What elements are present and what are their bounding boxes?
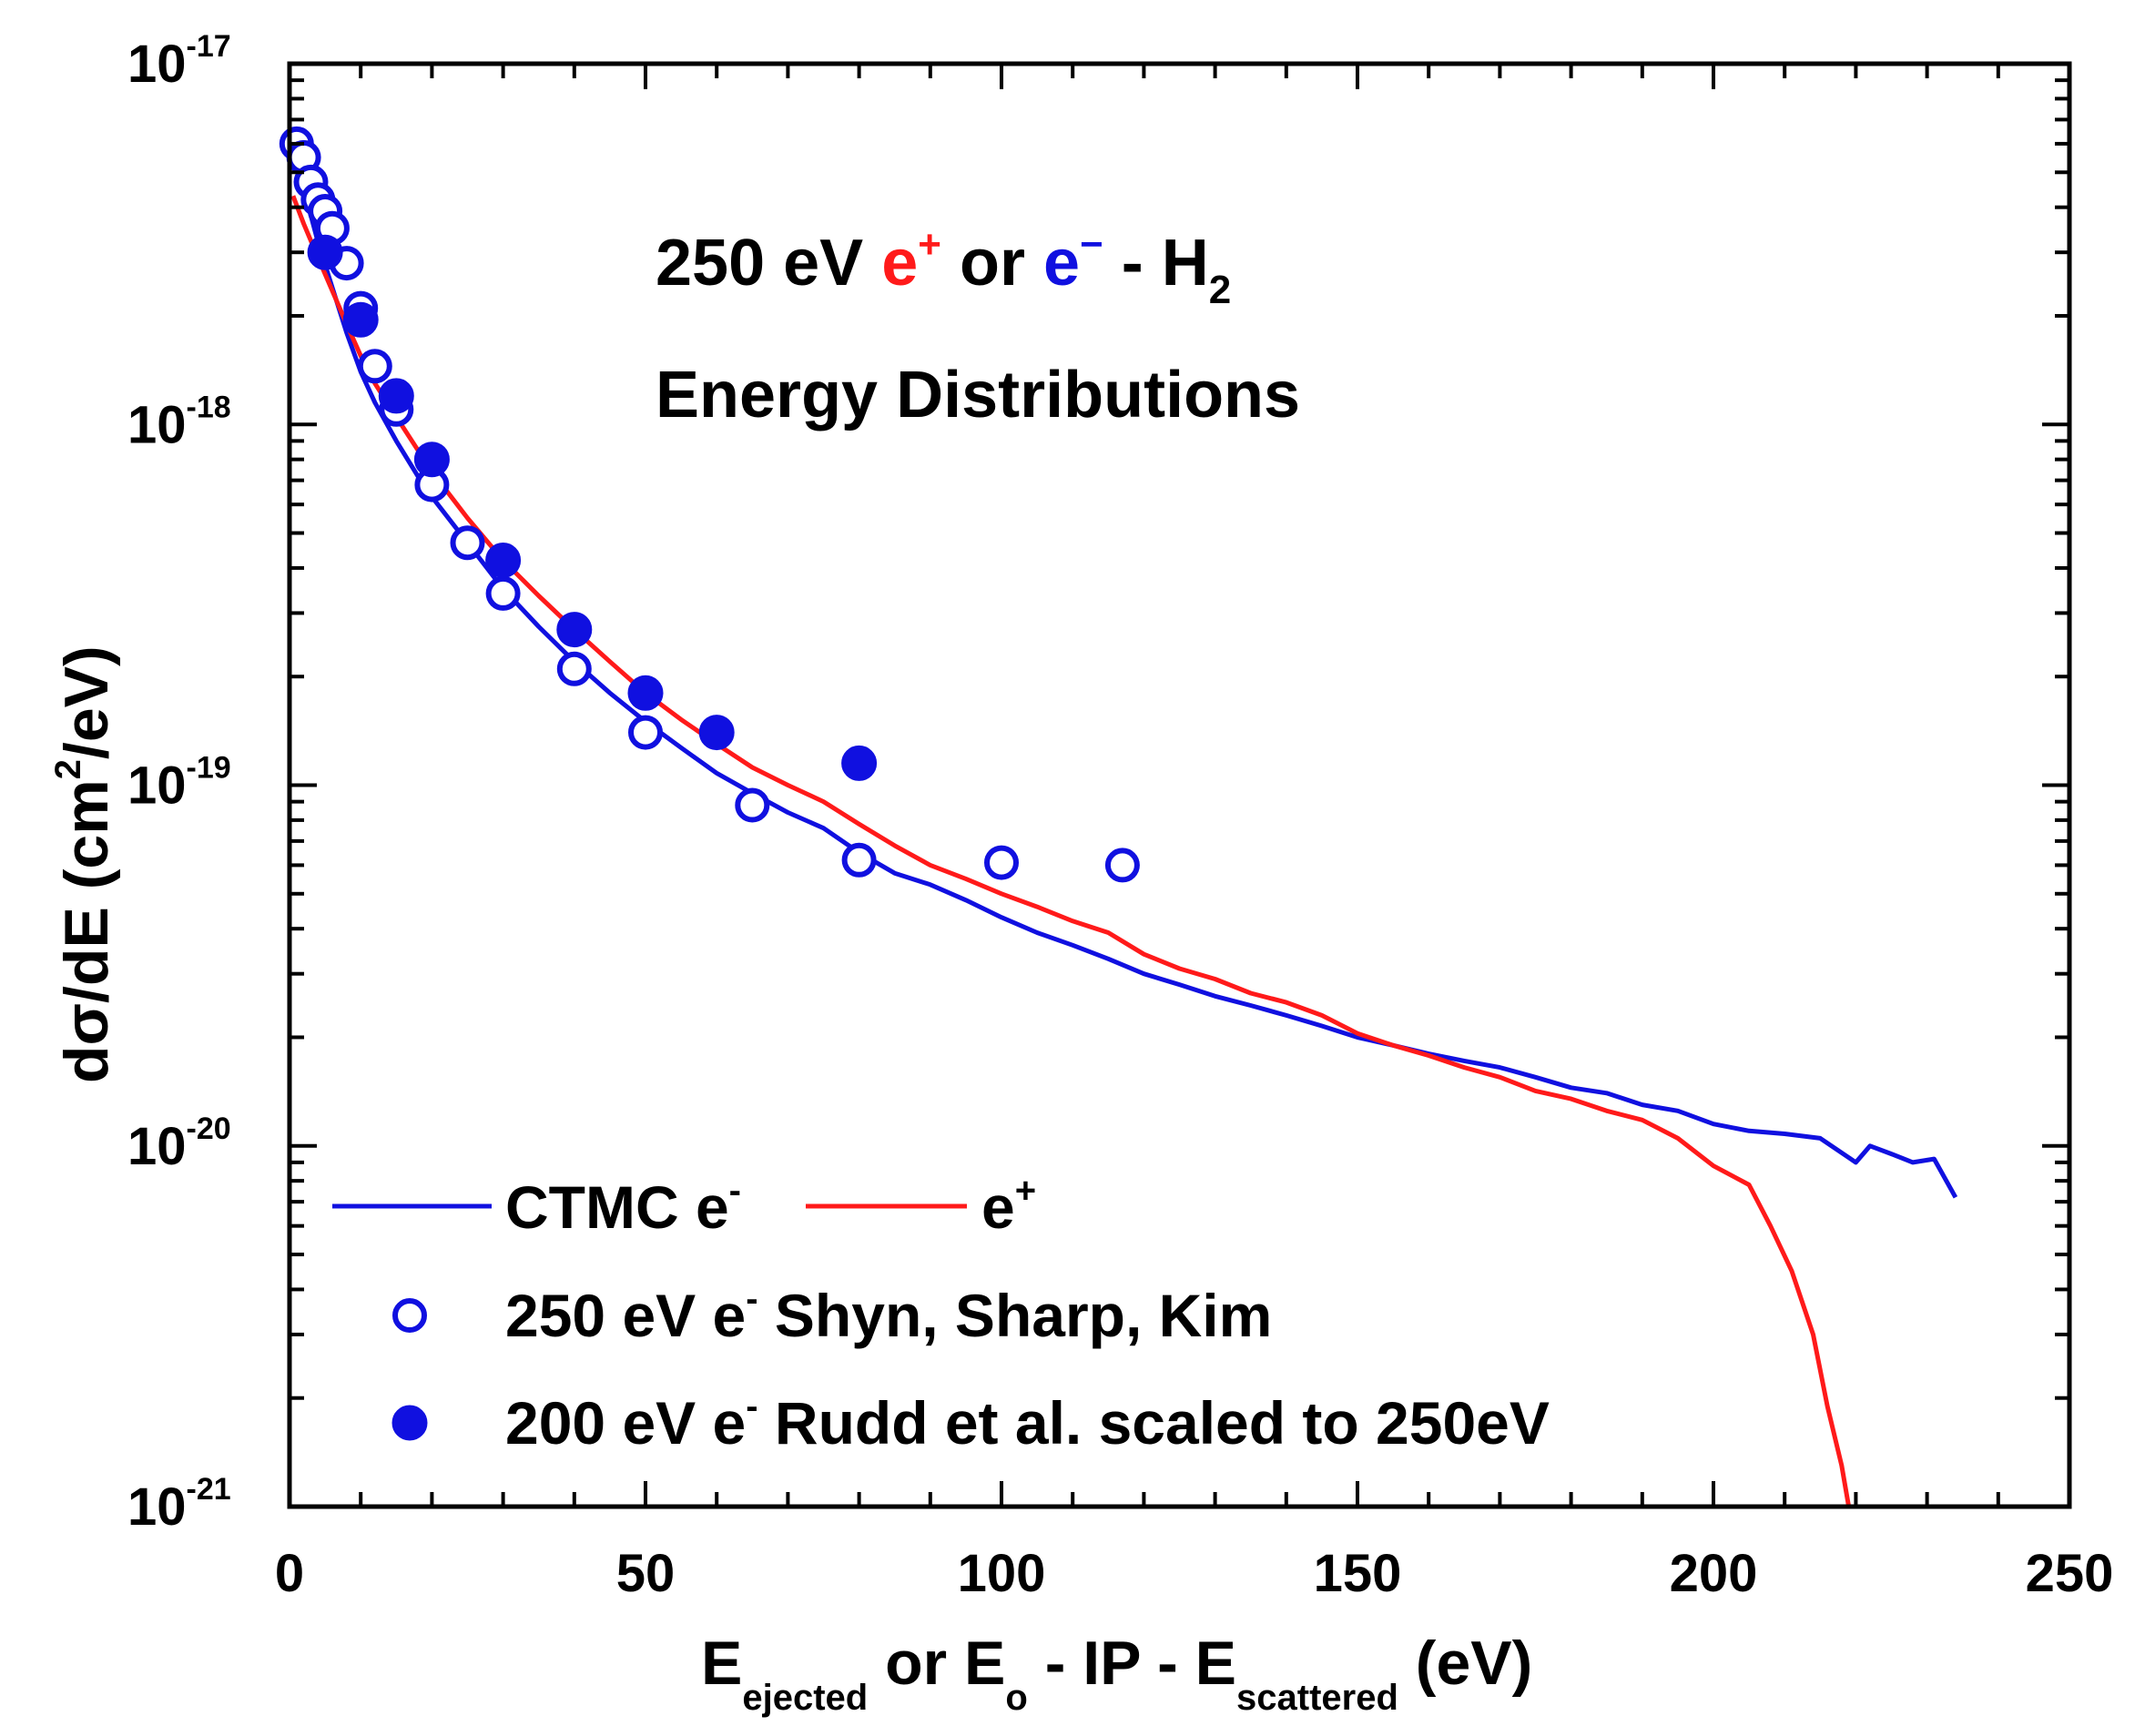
y-axis-title: dσ/dE (cm2/eV) (48, 645, 121, 1083)
legend-marker-open-circle (392, 1298, 427, 1333)
legend-label-shyn-text: 250 eV e (505, 1282, 746, 1349)
legend-label-ctmc-positron: e+ (981, 1171, 1036, 1241)
data-point-shyn_sharp_kim (450, 525, 485, 561)
data-point-rudd_scaled (485, 543, 522, 578)
data-point-shyn_sharp_kim (556, 651, 592, 686)
title-positron: e (881, 227, 918, 299)
y-tick-mantissa: 10 (127, 35, 187, 94)
legend-label-shyn-sup: - (746, 1279, 757, 1319)
data-point-shyn_sharp_kim (357, 349, 392, 384)
ylabel-suffix: /eV) (52, 645, 121, 759)
data-point-shyn_sharp_kim (485, 575, 521, 611)
title-electron: e (1043, 227, 1080, 299)
points-layer (279, 126, 1140, 883)
y-tick-mantissa: 10 (127, 1477, 187, 1537)
data-point-shyn_sharp_kim (628, 715, 663, 750)
xlabel-p3: - IP - E (1028, 1629, 1236, 1698)
y-tick-mantissa: 10 (127, 756, 187, 816)
legend-label-shyn-text2: Shyn, Sharp, Kim (758, 1282, 1273, 1349)
legend: CTMC e- e+ 250 eV e- Shyn, Sharp, Kim 20… (332, 1171, 1550, 1457)
y-tick-exponent: -21 (187, 1472, 231, 1507)
x-tick-label: 150 (1314, 1544, 1402, 1603)
data-point-shyn_sharp_kim (735, 787, 770, 823)
x-tick-label: 200 (1670, 1544, 1758, 1603)
legend-label-rudd: 200 eV e- Rudd et al. scaled to 250eV (505, 1386, 1550, 1457)
x-axis-title: Eejected or Eo - IP - Escattered (eV) (701, 1629, 1532, 1718)
data-point-shyn_sharp_kim (984, 845, 1019, 880)
y-tick-exponent: -20 (187, 1112, 231, 1146)
legend-label-ctmc-electron-sup: - (729, 1171, 741, 1211)
data-point-rudd_scaled (307, 234, 343, 270)
legend-label-rudd-text: 200 eV e (505, 1389, 746, 1457)
title-prefix: 250 eV (656, 227, 881, 299)
legend-label-ctmc-positron-sup: + (1015, 1171, 1036, 1211)
title-suffix-sub: 2 (1209, 268, 1231, 312)
data-point-rudd_scaled (342, 301, 379, 338)
xlabel-p2: or E (868, 1629, 1005, 1698)
chart-title-line2: Energy Distributions (656, 359, 1300, 431)
title-mid: or (941, 227, 1043, 299)
title-suffix: - H (1103, 227, 1209, 299)
legend-label-rudd-sup: - (746, 1386, 757, 1426)
title-electron-sup: − (1080, 222, 1103, 267)
legend-label-ctmc-positron-text: e (981, 1173, 1015, 1241)
x-tick-label: 50 (616, 1544, 676, 1603)
data-point-shyn_sharp_kim (1104, 848, 1140, 883)
title-positron-sup: + (918, 222, 941, 267)
data-point-rudd_scaled (378, 378, 414, 414)
y-tick-exponent: -17 (187, 29, 231, 64)
y-tick-label: 10-17 (127, 29, 231, 94)
legend-label-shyn: 250 eV e- Shyn, Sharp, Kim (505, 1279, 1272, 1349)
xlabel-s2: o (1005, 1678, 1027, 1718)
y-tick-exponent: -18 (187, 390, 231, 424)
data-point-rudd_scaled (627, 675, 664, 711)
y-tick-exponent: -19 (187, 751, 231, 786)
xlabel-s1: ejected (742, 1678, 868, 1718)
legend-label-ctmc-electron-text: CTMC e (505, 1173, 729, 1241)
chart-title-line1: 250 eV e+ or e− - H2 (656, 222, 1231, 312)
xlabel-p1: E (701, 1629, 742, 1698)
y-tick-label: 10-21 (127, 1472, 231, 1537)
y-tick-label: 10-19 (127, 751, 231, 816)
legend-label-ctmc-electron: CTMC e- (505, 1171, 741, 1241)
x-tick-label: 250 (2026, 1544, 2114, 1603)
ylabel-sup: 2 (48, 759, 88, 779)
y-tick-mantissa: 10 (127, 1117, 187, 1176)
xlabel-s3: scattered (1236, 1678, 1398, 1718)
y-tick-label: 10-20 (127, 1112, 231, 1176)
ylabel-prefix: dσ/dE (cm (52, 779, 121, 1083)
x-tick-label: 100 (958, 1544, 1046, 1603)
data-point-rudd_scaled (413, 442, 450, 478)
y-tick-mantissa: 10 (127, 395, 187, 454)
data-point-rudd_scaled (841, 745, 878, 781)
data-point-shyn_sharp_kim (841, 842, 877, 878)
legend-label-rudd-text2: Rudd et al. scaled to 250eV (758, 1389, 1550, 1457)
y-tick-label: 10-18 (127, 390, 231, 454)
x-tick-label: 0 (275, 1544, 304, 1603)
legend-marker-filled-circle (391, 1405, 428, 1441)
data-point-rudd_scaled (698, 715, 735, 751)
xlabel-p4: (eV) (1398, 1629, 1532, 1698)
data-point-rudd_scaled (556, 612, 593, 648)
